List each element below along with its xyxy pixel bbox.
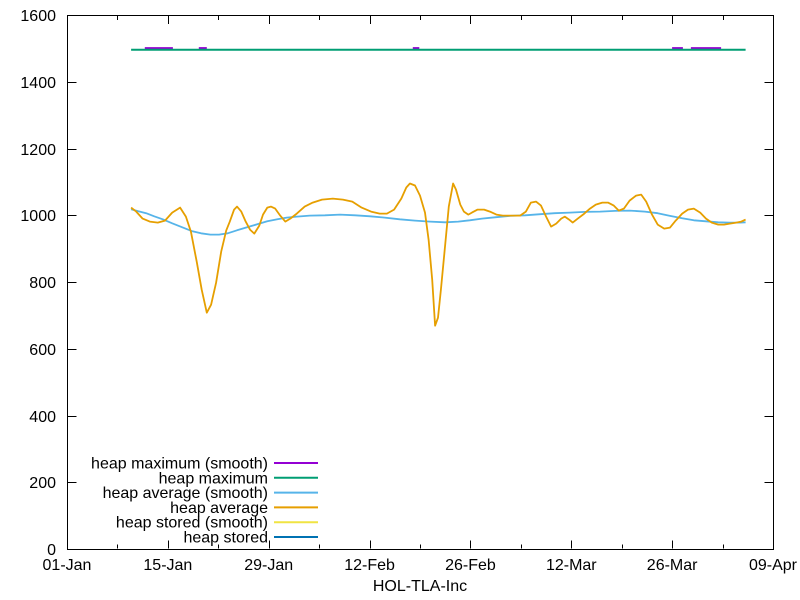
y-tick-label: 1200 — [20, 142, 56, 159]
y-tick-label: 800 — [29, 275, 56, 292]
legend-label: heap average (smooth) — [103, 485, 268, 502]
legend-label: heap average — [170, 500, 268, 517]
y-tick-label: 1600 — [20, 8, 56, 25]
y-tick-label: 0 — [47, 542, 56, 559]
legend-label: heap maximum (smooth) — [91, 456, 268, 473]
series-heap-average-smooth- — [130, 208, 746, 236]
legend-label: heap stored (smooth) — [116, 515, 268, 532]
y-tick-label: 1000 — [20, 208, 56, 225]
x-tick-label: 26-Feb — [445, 557, 496, 574]
x-tick-label: 12-Feb — [344, 557, 395, 574]
x-tick-label: 29-Jan — [244, 557, 293, 574]
x-tick-label: 15-Jan — [143, 557, 192, 574]
plot-border — [67, 15, 774, 550]
y-tick-label: 400 — [29, 409, 56, 426]
legend-label: heap stored — [183, 530, 268, 547]
x-axis-title: HOL-TLA-Inc — [373, 578, 467, 595]
x-tick-label: 09-Apr — [749, 557, 798, 574]
y-tick-label: 1400 — [20, 75, 56, 92]
x-tick-label: 26-Mar — [647, 557, 698, 574]
x-tick-label: 01-Jan — [43, 557, 92, 574]
y-tick-label: 200 — [29, 475, 56, 492]
y-tick-label: 600 — [29, 342, 56, 359]
legend-label: heap maximum — [159, 470, 268, 487]
series-heap-average — [130, 182, 746, 327]
x-tick-label: 12-Mar — [546, 557, 597, 574]
